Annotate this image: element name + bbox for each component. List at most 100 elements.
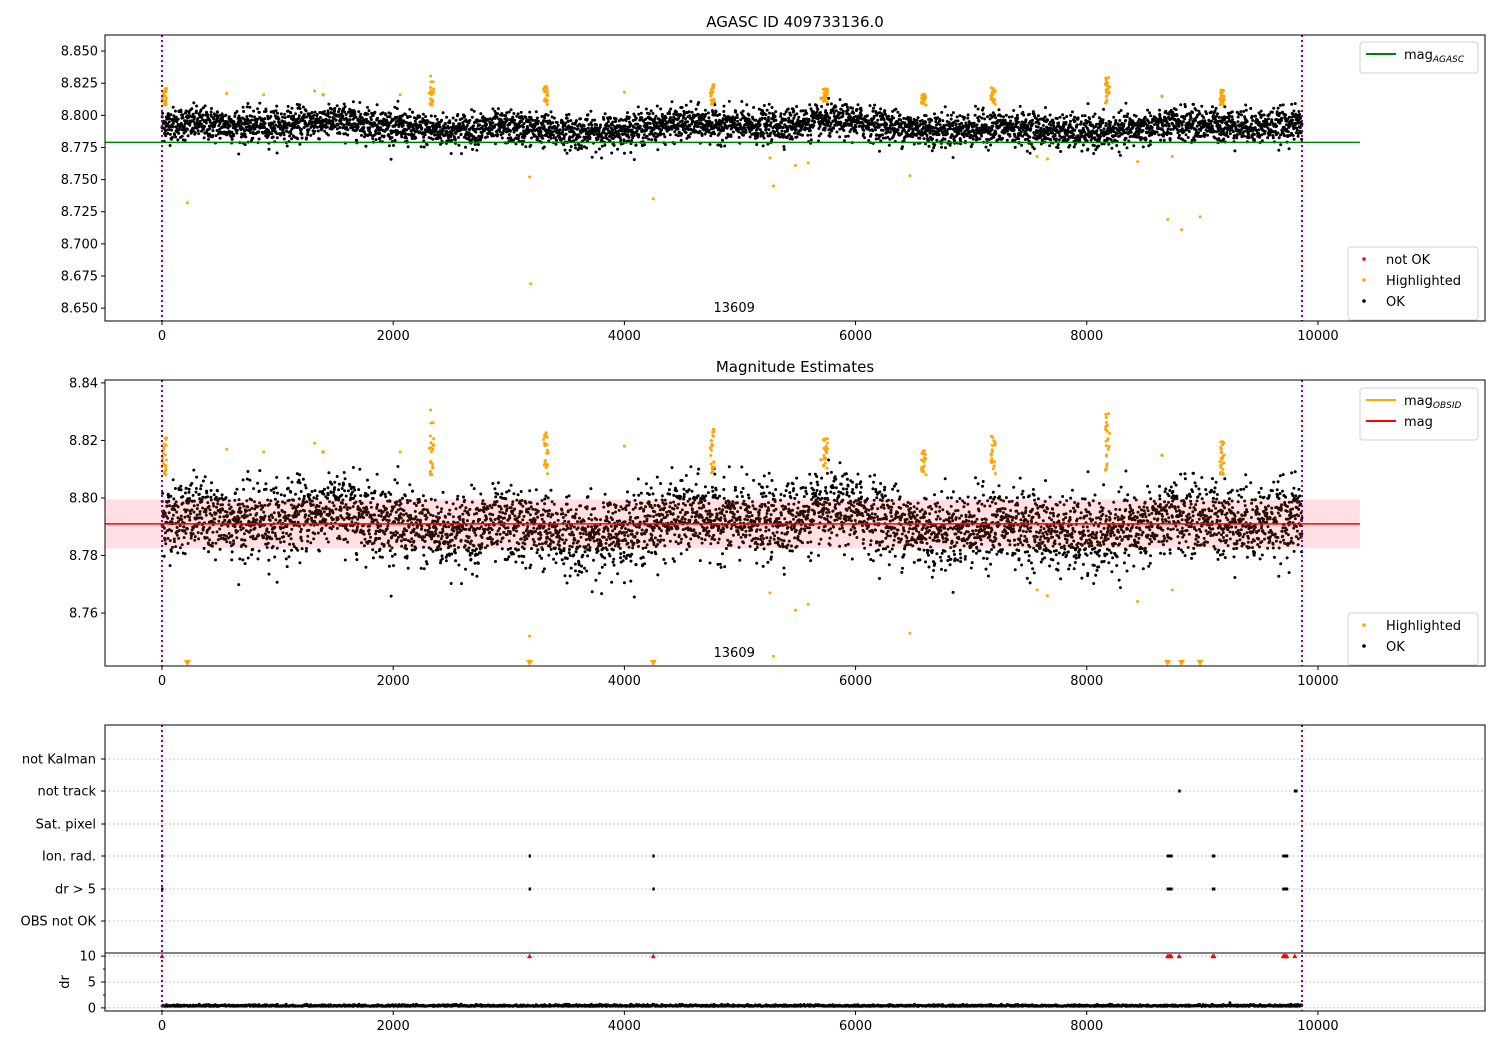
ok-point [211, 134, 215, 137]
ok-point [307, 128, 311, 132]
ok-point [1200, 104, 1204, 108]
ok-point [779, 112, 783, 116]
ok-point [243, 143, 247, 147]
ok-point [933, 112, 936, 116]
ok-point [627, 115, 631, 119]
ok-point [630, 139, 634, 142]
ok-point [893, 127, 897, 131]
ok-point [1189, 116, 1193, 120]
ok-point [1069, 113, 1073, 117]
ok-point [756, 132, 760, 135]
ok-point [192, 101, 196, 105]
ok-point [326, 109, 330, 113]
ok-point [357, 110, 361, 114]
ok-point [879, 107, 883, 111]
ok-point [312, 132, 316, 136]
ok-point [341, 114, 345, 118]
ok-point [1144, 137, 1148, 141]
ok-point [994, 116, 998, 120]
ok-point [295, 102, 299, 106]
ok-point [174, 135, 178, 139]
ok-point [1101, 121, 1105, 125]
ok-point [440, 118, 444, 122]
ok-point [250, 118, 254, 122]
ok-point [200, 123, 204, 126]
ok-point [423, 133, 427, 137]
ok-point [1214, 106, 1218, 110]
ok-point [474, 130, 478, 134]
ok-point [673, 130, 677, 134]
ok-point [312, 113, 316, 117]
ok-point [185, 119, 189, 123]
ok-point [359, 112, 363, 116]
ok-point [1147, 121, 1151, 125]
ok-point [541, 136, 545, 140]
ok-point [748, 135, 752, 139]
ok-point [794, 128, 798, 132]
ok-point [990, 128, 994, 131]
ok-point [1088, 121, 1092, 125]
ok-point [1104, 123, 1108, 127]
ok-point [1132, 144, 1136, 148]
ok-point [242, 110, 246, 113]
ok-point [208, 132, 212, 136]
ok-point [1231, 130, 1235, 134]
ok-point [1011, 122, 1015, 126]
ok-point [806, 133, 810, 137]
ok-point [1073, 128, 1077, 132]
ok-point [1126, 112, 1130, 116]
ok-point [227, 115, 231, 119]
ok-point [622, 151, 626, 155]
ok-point [1076, 116, 1080, 120]
ok-point [511, 115, 515, 119]
ok-point [676, 127, 680, 131]
ok-point [445, 115, 449, 119]
ok-point [1028, 135, 1032, 139]
ok-point [569, 145, 573, 149]
ok-point [530, 136, 533, 140]
ok-point [1230, 110, 1234, 114]
ok-point [1099, 135, 1102, 139]
ok-point [795, 135, 799, 139]
ok-point [714, 110, 718, 114]
ok-point [752, 106, 756, 109]
ok-point [1134, 114, 1138, 118]
ok-point [1143, 115, 1147, 119]
ok-point [1192, 102, 1195, 106]
ok-point [1031, 122, 1035, 126]
ok-point [1002, 115, 1006, 119]
ok-point [493, 123, 497, 127]
ok-point [963, 116, 966, 119]
ok-point [689, 132, 693, 136]
ok-point [1125, 146, 1129, 150]
ok-point [574, 146, 577, 150]
ok-point [360, 133, 363, 137]
ok-point [719, 144, 723, 148]
ok-point [773, 115, 777, 119]
ok-point [267, 129, 271, 133]
ok-point [337, 107, 341, 111]
ok-point [1122, 142, 1126, 146]
ok-point [272, 120, 276, 124]
ok-point [341, 126, 345, 130]
ok-point [636, 105, 640, 109]
ok-point [171, 135, 174, 139]
ok-point [408, 115, 412, 119]
ok-point [535, 116, 539, 120]
ok-point [851, 106, 854, 110]
ok-point [269, 110, 273, 114]
ok-point [318, 111, 322, 114]
ok-point [1032, 147, 1036, 151]
ok-point [551, 133, 555, 137]
ok-point [579, 117, 583, 121]
ok-point [286, 104, 290, 108]
ok-point [566, 119, 570, 123]
ok-point [1029, 142, 1033, 146]
ok-point [306, 130, 310, 134]
ok-point [1122, 122, 1126, 126]
ok-point [808, 129, 812, 133]
ok-point [245, 105, 249, 109]
ok-point [311, 116, 315, 120]
ok-point [331, 120, 335, 124]
ok-point [727, 99, 731, 103]
